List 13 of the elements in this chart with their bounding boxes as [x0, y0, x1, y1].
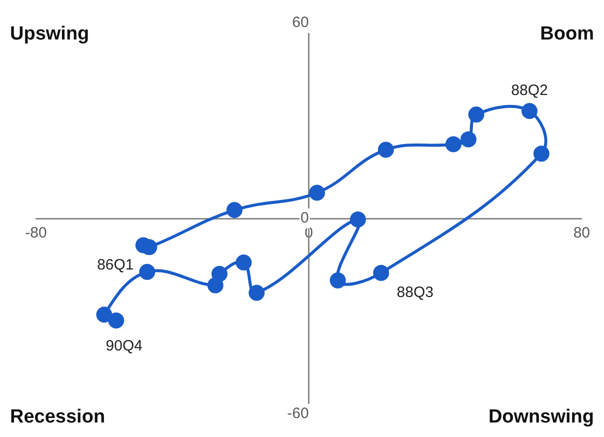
annotation: Recession	[10, 406, 106, 428]
annotation: 90Q4	[106, 338, 142, 355]
y-tick-label: -60	[287, 405, 309, 422]
annotation: Upswing	[10, 24, 90, 45]
x-tick-label: -80	[25, 224, 47, 242]
y-tick-label: 60	[292, 14, 309, 32]
annotation: Downswing	[488, 406, 594, 428]
annotation: Boom	[540, 24, 594, 45]
annotation: 88Q3	[396, 284, 434, 302]
y-tick-label: 0	[300, 210, 309, 227]
annotation: 88Q2	[511, 82, 548, 100]
x-tick-label: 80	[573, 224, 590, 242]
annotation: 86Q1	[97, 256, 134, 274]
